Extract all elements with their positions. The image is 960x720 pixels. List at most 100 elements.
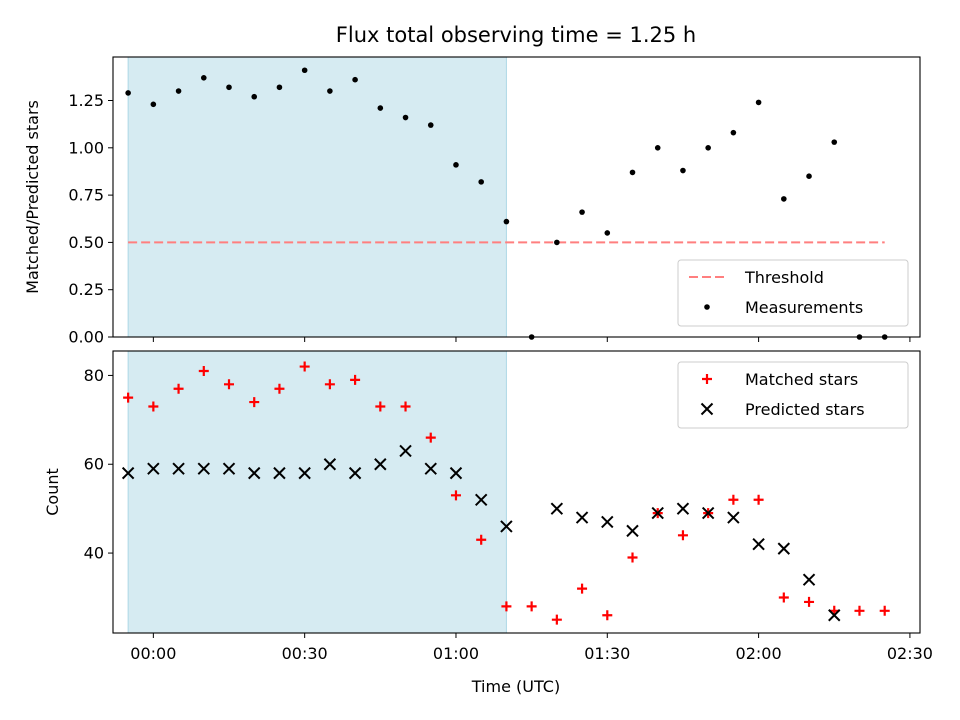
matched-star-point <box>350 374 361 385</box>
measurement-point <box>730 129 737 136</box>
predicted-star-point <box>121 466 135 480</box>
predicted-star-point <box>474 493 488 506</box>
measurement-point <box>503 218 510 225</box>
matched-star-point <box>702 374 712 384</box>
measurement-point <box>200 75 207 81</box>
matched-star-point <box>173 383 184 394</box>
matched-star-point <box>753 494 764 505</box>
measurement-point <box>704 304 710 310</box>
predicted-star-point <box>676 502 690 515</box>
measurement-point <box>125 90 131 96</box>
matched-star-point <box>375 401 386 412</box>
x-tick-label: 01:30 <box>584 644 630 663</box>
measurement-point <box>327 88 333 94</box>
series-measurements <box>125 67 888 340</box>
predicted-star-point <box>172 462 185 475</box>
measurement-point <box>276 84 283 91</box>
measurement-point <box>831 139 838 145</box>
matched-star-point <box>123 392 134 403</box>
y-tick-label: 0.50 <box>68 233 104 252</box>
matched-star-point <box>728 494 739 505</box>
matched-star-point <box>148 401 159 412</box>
observing-window-shade <box>127 56 507 338</box>
matched-star-point <box>476 534 487 545</box>
measurement-point <box>478 179 484 185</box>
matched-star-point <box>400 401 411 412</box>
legend: Matched stars Predicted stars <box>677 361 909 429</box>
predicted-star-point <box>374 458 387 471</box>
measurement-point <box>453 162 459 168</box>
y-axis-label: Matched/Predicted stars <box>23 100 42 294</box>
matched-star-point <box>324 379 335 390</box>
legend-label: Measurements <box>745 298 863 317</box>
measurement-point <box>654 145 661 151</box>
measurement-point <box>705 145 711 151</box>
predicted-star-point <box>752 537 765 551</box>
predicted-star-point <box>197 462 210 475</box>
x-tick-label: 02:30 <box>887 644 933 663</box>
predicted-star-point <box>700 402 714 416</box>
measurement-point <box>402 114 409 121</box>
measurement-point <box>301 67 308 74</box>
x-tick-label: 02:00 <box>736 644 782 663</box>
observing-window-shade <box>127 350 507 634</box>
predicted-star-point <box>248 466 261 480</box>
y-axis-label: Count <box>43 468 62 516</box>
legend: Threshold Measurements <box>677 259 909 327</box>
predicted-star-point <box>222 462 236 475</box>
predicted-star-point <box>273 466 286 480</box>
measurement-point <box>352 76 358 83</box>
ratio-panel: 0.00 0.25 0.50 0.75 1.00 1.25 Matched/Predicte… <box>23 56 921 347</box>
matched-star-point <box>602 610 613 621</box>
legend-label: Matched stars <box>745 370 858 389</box>
matched-star-point <box>879 605 890 616</box>
predicted-star-point <box>323 458 337 471</box>
measurement-point <box>175 88 182 94</box>
measurement-point <box>226 84 232 91</box>
matched-star-point <box>224 379 235 390</box>
series-predicted-stars <box>121 444 841 622</box>
x-tick-label: 00:30 <box>282 644 328 663</box>
x-axis-label: Time (UTC) <box>471 677 560 696</box>
measurement-point <box>781 196 787 202</box>
matched-star-point <box>526 601 537 612</box>
predicted-star-point <box>777 542 791 555</box>
measurement-point <box>251 93 258 100</box>
count-panel: 40 60 80 00:00 00:30 01:00 01:30 02:00 02:30 Coun… <box>43 350 933 663</box>
measurement-point <box>377 105 384 111</box>
predicted-star-point <box>575 511 589 524</box>
predicted-star-point <box>147 462 160 475</box>
y-tick-label: 0.25 <box>68 280 104 299</box>
measurement-point <box>755 99 762 106</box>
predicted-star-point <box>500 520 513 533</box>
y-tick-label: 0.75 <box>68 186 104 205</box>
predicted-star-point <box>651 506 664 520</box>
predicted-star-point <box>298 466 311 480</box>
measurement-point <box>579 209 585 215</box>
predicted-star-point <box>626 524 639 538</box>
matched-star-point <box>677 530 688 541</box>
measurement-point <box>604 230 611 236</box>
chart-title: Flux total observing time = 1.25 h <box>336 23 696 47</box>
matched-star-point <box>627 552 638 563</box>
y-tick-label: 40 <box>84 544 104 563</box>
series-matched-stars <box>123 361 890 625</box>
predicted-star-point <box>399 444 412 458</box>
measurement-point <box>629 169 636 176</box>
legend-box <box>677 361 909 429</box>
matched-star-point <box>249 397 260 408</box>
matched-star-point <box>198 365 209 376</box>
matched-star-point <box>299 361 310 372</box>
measurement-point <box>806 173 812 179</box>
matched-star-point <box>450 490 461 501</box>
axes-frame <box>112 56 921 338</box>
measurement-point <box>150 101 157 108</box>
matched-star-point <box>804 596 815 607</box>
measurement-point <box>554 239 560 246</box>
measurement-point <box>427 122 434 128</box>
predicted-star-point <box>828 609 841 622</box>
x-tick-label: 00:00 <box>130 644 176 663</box>
predicted-star-point <box>550 502 564 515</box>
y-tick-label: 0.00 <box>68 328 104 347</box>
